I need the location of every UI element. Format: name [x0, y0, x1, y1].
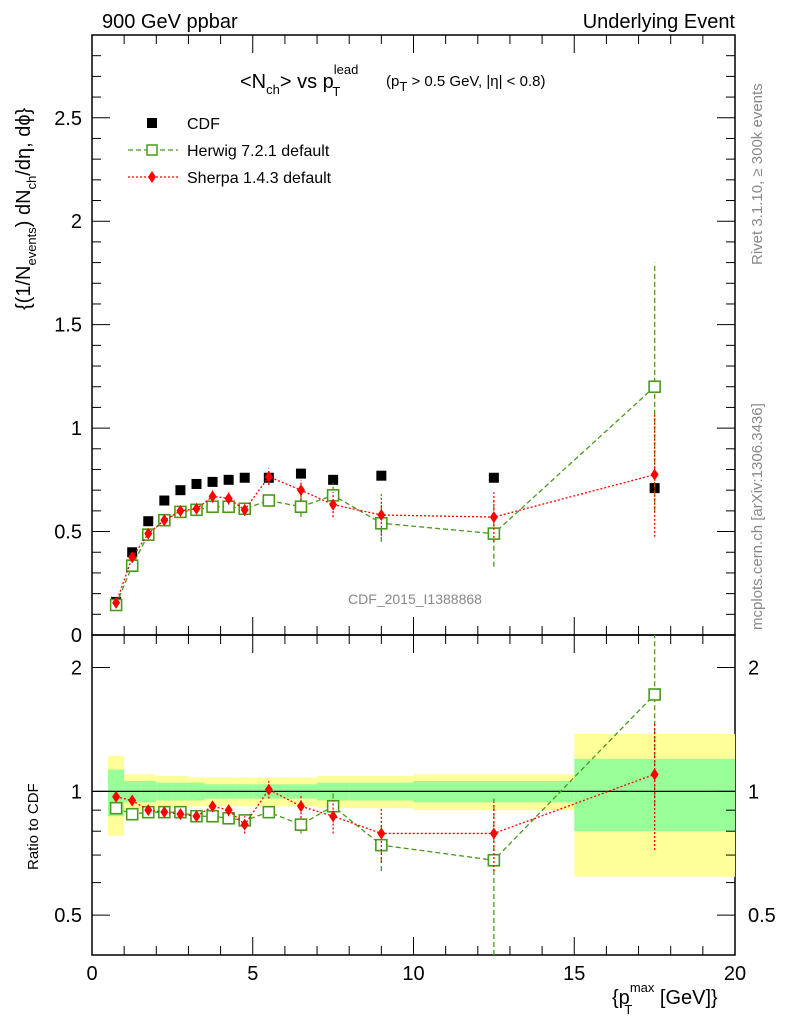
legend-sherpa-marker	[148, 171, 156, 183]
header-left-title: 900 GeV ppbar	[102, 11, 238, 33]
legend-cdf-label: CDF	[187, 116, 220, 133]
ratio-sherpa-point	[192, 810, 201, 823]
main-panel-series	[109, 262, 661, 612]
y-tick-label: 2	[71, 211, 82, 233]
legend-sherpa-label: Sherpa 1.4.3 default	[187, 170, 332, 187]
y-tick-label: 2.5	[54, 108, 82, 130]
ratio-y-tick-label-left: 2	[71, 658, 82, 680]
ratio-sherpa-point	[224, 804, 233, 817]
ratio-panel-series	[109, 635, 661, 955]
sherpa-point	[377, 509, 386, 521]
ratio-y-tick-label-right: 2	[748, 658, 759, 680]
ratio-sherpa-point	[128, 794, 137, 807]
ratio-sherpa-point	[144, 804, 153, 817]
ratio-herwig-point	[109, 801, 123, 815]
legend-herwig-marker	[146, 144, 158, 156]
ratio-sherpa-point	[240, 818, 249, 831]
x-tick-label: 20	[724, 963, 746, 985]
x-tick-label: 15	[563, 963, 585, 985]
y-tick-label: 0.5	[54, 522, 82, 544]
cdf-point	[376, 470, 387, 481]
sherpa-point	[176, 504, 185, 517]
y-axis-label-main: {(1/Nevents) dNch/dη, dϕ}	[13, 107, 39, 310]
rivet-label: Rivet 3.1.10, ≥ 300k events	[749, 83, 766, 265]
sherpa-line	[115, 474, 655, 604]
ratio-sherpa-point	[264, 783, 273, 796]
cdf-point	[239, 472, 250, 483]
ratio-sherpa-point	[296, 800, 305, 813]
sherpa-point	[240, 503, 249, 516]
axis-ticks: 0 5 10 15 20 0 0.5 1 1.5 2 2.5 0.5 1 2 0.5 1 2	[54, 35, 776, 985]
x-tick-label: 5	[247, 963, 258, 985]
cdf-point	[488, 472, 499, 483]
ratio-sherpa-point	[160, 806, 169, 819]
sherpa-point	[192, 502, 201, 515]
sherpa-point	[160, 514, 169, 527]
y-tick-label: 1	[71, 418, 82, 440]
cdf-point	[159, 495, 170, 506]
sherpa-point	[264, 470, 273, 483]
ratio-y-tick-label-left: 0.5	[54, 905, 82, 927]
sherpa-point	[329, 498, 338, 511]
cdf-point	[175, 485, 186, 496]
ratio-y-tick-label-left: 1	[71, 781, 82, 803]
legend: CDF Herwig 7.2.1 default Sherpa 1.4.3 de…	[128, 116, 332, 187]
sherpa-point	[296, 484, 305, 497]
mcplots-label: mcplots.cern.ch [arXiv:1306.3436]	[749, 403, 766, 630]
analysis-watermark: CDF_2015_I1388868	[348, 591, 482, 607]
ratio-sherpa-point	[489, 827, 498, 840]
cdf-point	[207, 476, 218, 487]
x-axis-label: {pmax T [GeV]}	[612, 980, 718, 1017]
ratio-herwig-point	[648, 688, 661, 701]
cdf-point	[143, 516, 154, 527]
x-tick-label: 10	[402, 963, 424, 985]
ratio-sherpa-point	[329, 810, 338, 823]
plot-title-condition: (pT > 0.5 GeV, |η| < 0.8)	[386, 73, 545, 94]
y-tick-label: 0	[71, 625, 82, 647]
sherpa-point	[650, 468, 659, 481]
ratio-y-tick-label-right: 1	[748, 781, 759, 803]
sherpa-point	[128, 551, 137, 564]
y-axis-label-ratio: Ratio to CDF	[25, 783, 42, 870]
sherpa-point	[208, 490, 217, 503]
herwig-point	[206, 500, 219, 514]
ratio-herwig-point	[487, 853, 501, 867]
ratio-sherpa-point	[176, 808, 185, 821]
herwig-point	[262, 494, 276, 507]
x-tick-label: 0	[86, 963, 97, 985]
sherpa-point	[144, 527, 153, 540]
ratio-sherpa-point	[650, 768, 659, 781]
ratio-herwig-point	[125, 807, 139, 821]
sherpa-point	[112, 596, 121, 609]
sherpa-point	[224, 492, 233, 505]
y-tick-label: 1.5	[54, 315, 82, 337]
cdf-point	[223, 474, 234, 485]
ratio-sherpa-line	[115, 773, 655, 835]
ratio-sherpa-point	[112, 790, 121, 803]
sherpa-point	[489, 511, 498, 524]
cdf-point	[328, 474, 339, 485]
cdf-point	[295, 468, 306, 479]
ratio-sherpa-point	[208, 800, 217, 813]
plot-title: <Nch> vs plead T	[240, 62, 358, 99]
ratio-sherpa-point	[377, 827, 386, 840]
ratio-herwig-point	[294, 818, 308, 831]
legend-cdf-marker	[147, 118, 157, 128]
ratio-uncertainty-bands	[92, 733, 735, 877]
header-right-title: Underlying Event	[583, 11, 736, 33]
ratio-herwig-point	[206, 809, 219, 823]
herwig-point	[294, 500, 308, 514]
herwig-point	[648, 380, 661, 394]
ratio-herwig-point	[326, 799, 340, 813]
ratio-herwig-point	[262, 805, 276, 819]
ratio-y-tick-label-right: 0.5	[748, 905, 776, 927]
cdf-point	[191, 478, 202, 489]
legend-herwig-label: Herwig 7.2.1 default	[187, 143, 330, 160]
